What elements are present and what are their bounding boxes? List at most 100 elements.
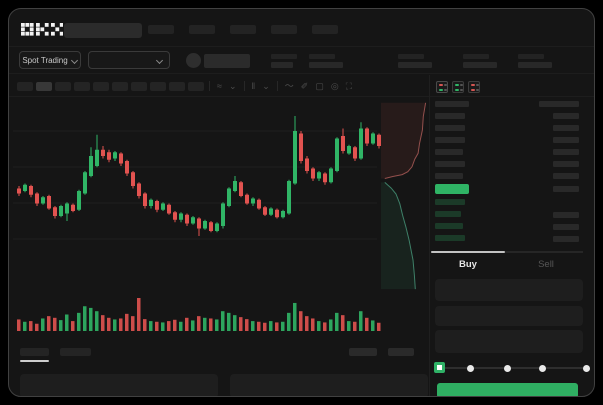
depth-asks-line xyxy=(384,102,427,179)
amount-input[interactable] xyxy=(435,306,583,326)
volume-bar xyxy=(83,306,87,331)
candle-body xyxy=(143,193,147,206)
bid-price-skeleton xyxy=(435,211,461,217)
slider-handle[interactable] xyxy=(434,362,445,373)
stat-label-skeleton xyxy=(309,54,335,59)
candle-body xyxy=(131,172,135,186)
indicator-icon[interactable]: ≈ xyxy=(217,81,222,91)
pair-dropdown[interactable] xyxy=(88,51,170,69)
candlestick-chart[interactable] xyxy=(9,97,381,293)
stat-value-skeleton xyxy=(398,62,432,68)
volume-bar xyxy=(131,316,135,331)
pencil-icon[interactable]: ✐ xyxy=(300,81,309,91)
settings-icon[interactable]: ◎ xyxy=(330,81,339,91)
search-input[interactable] xyxy=(64,23,142,38)
tab-buy[interactable]: Buy xyxy=(459,259,477,270)
slider-dot-100[interactable] xyxy=(583,365,590,372)
candle-body xyxy=(239,182,243,196)
candle-body xyxy=(41,197,45,204)
trade-tab-active-indicator xyxy=(431,251,505,253)
volume-bar xyxy=(179,321,183,331)
timeframe-pill-2[interactable] xyxy=(36,81,52,91)
buy-submit-button[interactable] xyxy=(437,383,578,396)
camera-icon[interactable]: ▢ xyxy=(315,81,324,91)
candle-body xyxy=(245,194,249,204)
timeframe-pill-6[interactable] xyxy=(112,81,128,91)
timeframe-pill-10[interactable] xyxy=(188,81,204,91)
volume-bar xyxy=(197,316,201,331)
candle-body xyxy=(125,161,129,174)
orderbook-asks-icon[interactable] xyxy=(468,81,480,93)
volume-bar xyxy=(221,311,225,331)
line-draw-icon[interactable]: 〜 xyxy=(284,81,294,91)
volume-bar xyxy=(377,322,381,331)
ask-price-skeleton xyxy=(435,125,465,131)
timeframe-pill-8[interactable] xyxy=(150,81,166,91)
volume-bar xyxy=(23,321,27,331)
candle-body xyxy=(29,186,33,195)
candle-body xyxy=(299,133,303,161)
bid-amount-skeleton xyxy=(553,236,579,242)
volume-bar xyxy=(305,316,309,331)
chevron-down-icon[interactable]: ⌄ xyxy=(262,81,270,91)
price-input[interactable] xyxy=(435,279,583,301)
slider-dot-25[interactable] xyxy=(467,365,474,372)
timeframe-pill-7[interactable] xyxy=(131,81,147,91)
bottom-tab-active[interactable] xyxy=(20,348,49,356)
candle-body xyxy=(203,221,207,229)
volume-bar xyxy=(311,318,315,331)
timeframe-pill-5[interactable] xyxy=(93,81,109,91)
volume-bar xyxy=(329,319,333,331)
order-book[interactable] xyxy=(431,97,583,251)
market-type-dropdown[interactable]: Spot Trading xyxy=(19,51,81,69)
timeframe-pill-9[interactable] xyxy=(169,81,185,91)
tab-sell[interactable]: Sell xyxy=(538,259,554,270)
amount-slider[interactable] xyxy=(439,367,587,369)
timeframe-pill-4[interactable] xyxy=(74,81,90,91)
candle-style-icon[interactable]: ‖ xyxy=(251,81,256,91)
nav-item-2[interactable] xyxy=(189,25,215,34)
volume-bar xyxy=(353,321,357,331)
bottom-action-1[interactable] xyxy=(349,348,377,356)
volume-bar xyxy=(47,316,51,331)
timeframe-pill-1[interactable] xyxy=(17,81,33,91)
toolbar-separator xyxy=(209,81,210,91)
slider-dot-50[interactable] xyxy=(504,365,511,372)
candle-body xyxy=(77,191,81,210)
nav-item-1[interactable] xyxy=(148,25,174,34)
volume-bar xyxy=(365,317,369,331)
total-input[interactable] xyxy=(435,330,583,353)
candle-body xyxy=(269,208,273,215)
last-amount-skeleton xyxy=(553,186,579,192)
ask-price-skeleton xyxy=(435,149,463,155)
bottom-tab-2[interactable] xyxy=(60,348,91,356)
volume-bar xyxy=(335,312,339,331)
topbar-divider xyxy=(9,46,594,47)
candle-body xyxy=(287,181,291,214)
candle-body xyxy=(113,152,117,159)
toolbar-separator xyxy=(243,81,245,91)
candle-body xyxy=(221,203,225,226)
volume-bar xyxy=(227,312,231,331)
candle-body xyxy=(191,217,195,224)
nav-item-5[interactable] xyxy=(312,25,338,34)
slider-dot-75[interactable] xyxy=(539,365,546,372)
depth-chart xyxy=(381,102,427,290)
fullscreen-icon[interactable]: ⛶ xyxy=(345,81,353,91)
candle-body xyxy=(359,128,363,159)
volume-bar xyxy=(317,321,321,331)
nav-item-4[interactable] xyxy=(271,25,297,34)
bottom-action-2[interactable] xyxy=(388,348,414,356)
candle-body xyxy=(119,153,123,164)
chevron-down-icon[interactable]: ⌄ xyxy=(228,81,237,91)
nav-item-3[interactable] xyxy=(230,25,256,34)
app-window: Spot Trading ≈ ⌄ ‖ ⌄ 〜 ✐ ▢ ◎ ⛶ xyxy=(8,8,595,397)
ticker-stat-1 xyxy=(271,54,297,68)
timeframe-pill-3[interactable] xyxy=(55,81,71,91)
volume-bar xyxy=(161,322,165,331)
marketbar-divider xyxy=(9,73,594,74)
candle-body xyxy=(311,168,315,179)
orderbook-both-icon[interactable] xyxy=(436,81,448,93)
pair-name-skeleton xyxy=(204,54,250,68)
orderbook-bids-icon[interactable] xyxy=(452,81,464,93)
